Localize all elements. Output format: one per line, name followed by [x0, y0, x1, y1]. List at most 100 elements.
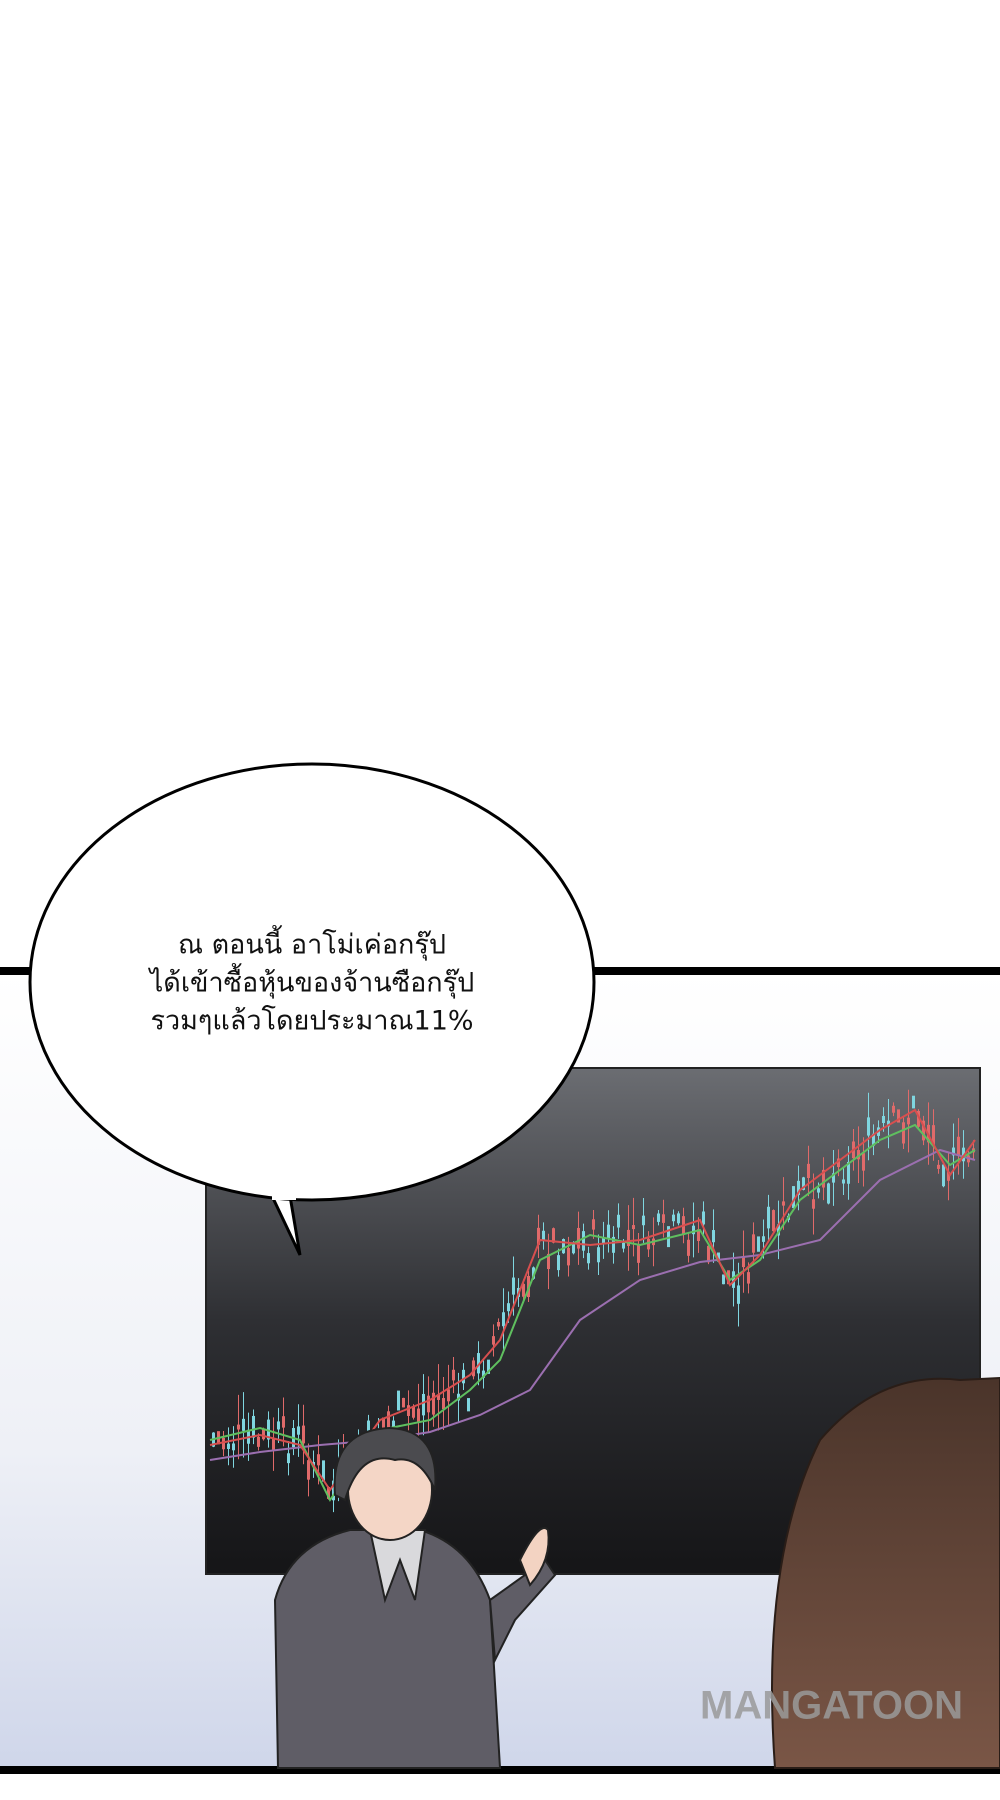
candle-body [222, 1437, 225, 1450]
candle-body [912, 1095, 915, 1109]
candle-body [782, 1201, 785, 1206]
candle-body [467, 1398, 470, 1412]
candle-body [622, 1242, 625, 1249]
candle-body [732, 1271, 735, 1288]
candle-body [607, 1224, 610, 1239]
bubble-line: รวมๆแล้วโดยประมาณ11% [150, 1006, 473, 1037]
candle-body [902, 1122, 905, 1144]
candle-body [687, 1239, 690, 1256]
candle-body [427, 1395, 430, 1413]
candle-body [817, 1188, 820, 1193]
candle-body [957, 1136, 960, 1156]
candle-body [562, 1239, 565, 1254]
candle-body [507, 1303, 510, 1312]
candle-body [407, 1405, 410, 1416]
candle-body [632, 1225, 635, 1230]
candle-body [827, 1183, 830, 1204]
listener-hair [771, 1376, 1000, 1769]
candle-body [887, 1120, 890, 1127]
candle-body [742, 1256, 745, 1268]
candle-body [242, 1418, 245, 1431]
candle-body [812, 1199, 815, 1209]
candle-body [582, 1231, 585, 1251]
candle-body [922, 1120, 925, 1141]
candle-body [907, 1117, 910, 1125]
candle-body [567, 1248, 570, 1266]
candle-body [547, 1253, 550, 1270]
candle-body [332, 1480, 335, 1501]
candle-body [382, 1417, 385, 1429]
candle-body [757, 1236, 760, 1252]
candle-body [497, 1321, 500, 1327]
candle-body [602, 1237, 605, 1244]
candle-body [557, 1255, 560, 1271]
candle-body [847, 1162, 850, 1184]
candle-body [572, 1242, 575, 1254]
candle-body [577, 1227, 580, 1249]
candle-body [947, 1171, 950, 1181]
candle-body [667, 1226, 670, 1248]
candle-body [492, 1336, 495, 1345]
candle-body [937, 1164, 940, 1169]
candle-body [862, 1153, 865, 1171]
candle-body [277, 1421, 280, 1430]
candle-body [422, 1393, 425, 1416]
watermark: MANGATOON [700, 1684, 963, 1728]
candle-body [717, 1252, 720, 1262]
candle-body [627, 1229, 630, 1246]
candle-body [537, 1227, 540, 1245]
candle-body [522, 1283, 525, 1297]
candle-body [882, 1116, 885, 1124]
candle-body [712, 1230, 715, 1243]
candle-body [932, 1125, 935, 1145]
candle-body [952, 1147, 955, 1156]
candle-body [432, 1392, 435, 1415]
candle-body [642, 1215, 645, 1226]
candle-body [322, 1460, 325, 1482]
candle-body [857, 1150, 860, 1160]
candle-body [552, 1228, 555, 1243]
candle-body [587, 1253, 590, 1264]
candle-body [872, 1133, 875, 1146]
candle-body [327, 1486, 330, 1499]
candle-body [917, 1111, 920, 1127]
candle-body [457, 1393, 460, 1401]
candle-body [832, 1173, 835, 1183]
candle-body [502, 1312, 505, 1327]
candle-body [252, 1415, 255, 1438]
candle-body [797, 1180, 800, 1196]
candle-body [227, 1443, 230, 1449]
candle-body [302, 1425, 305, 1444]
candle-body [597, 1247, 600, 1263]
candle-body [477, 1353, 480, 1374]
candle-body [297, 1426, 300, 1435]
candle-body [762, 1236, 765, 1242]
candle-body [387, 1411, 390, 1429]
candle-body [612, 1236, 615, 1253]
candle-body [232, 1443, 235, 1451]
candle-body [472, 1360, 475, 1377]
candle-body [412, 1406, 415, 1418]
candle-body [512, 1277, 515, 1295]
candle-body [707, 1245, 710, 1263]
candle-body [542, 1230, 545, 1242]
candle-body [772, 1210, 775, 1232]
candle-body [747, 1272, 750, 1284]
candle-body [692, 1225, 695, 1235]
candle-body [752, 1234, 755, 1253]
bubble-line: ได้เข้าซื้อหุ้นของจ้านซือกรุ๊ป [148, 963, 475, 1000]
candle-body [892, 1105, 895, 1113]
candle-body [367, 1420, 370, 1431]
candle-body [397, 1390, 400, 1411]
candle-body [482, 1370, 485, 1378]
candle-body [807, 1163, 810, 1178]
candle-body [702, 1211, 705, 1225]
candle-body [802, 1177, 805, 1190]
candle-body [307, 1460, 310, 1480]
moving-average [209, 1148, 976, 1461]
candle-body [842, 1179, 845, 1184]
candle-body [617, 1214, 620, 1228]
candle-body [697, 1229, 700, 1241]
